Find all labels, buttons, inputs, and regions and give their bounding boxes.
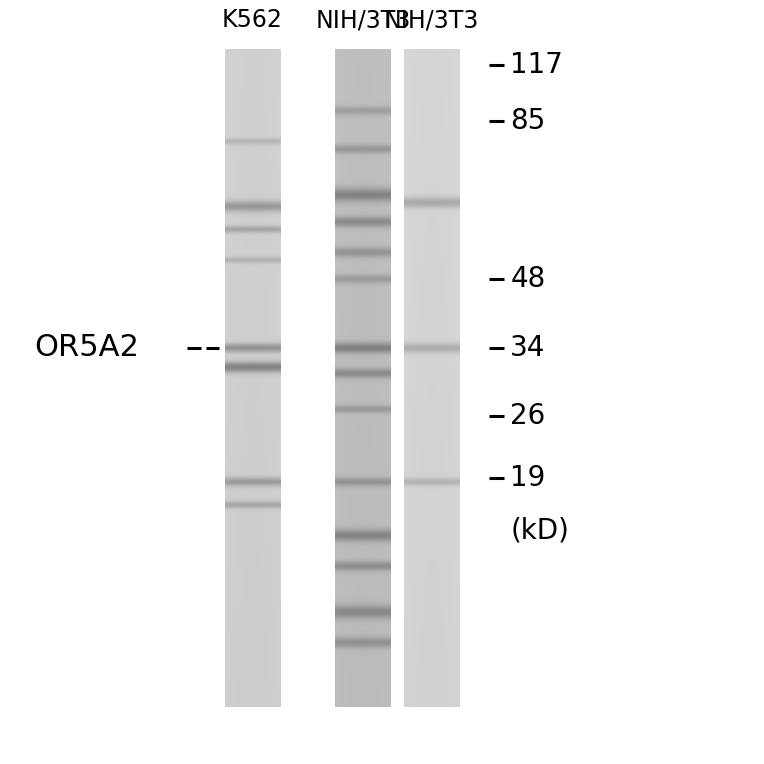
Text: K562: K562	[222, 8, 283, 32]
Text: 48: 48	[510, 265, 545, 293]
Text: 26: 26	[510, 403, 545, 430]
Text: 19: 19	[510, 464, 545, 491]
Text: NIH/3T3: NIH/3T3	[316, 8, 410, 32]
Text: 85: 85	[510, 107, 545, 134]
Text: OR5A2: OR5A2	[34, 333, 139, 362]
Text: 34: 34	[510, 334, 545, 361]
Text: (kD): (kD)	[510, 517, 569, 545]
Text: NIH/3T3: NIH/3T3	[384, 8, 479, 32]
Text: 117: 117	[510, 51, 563, 79]
